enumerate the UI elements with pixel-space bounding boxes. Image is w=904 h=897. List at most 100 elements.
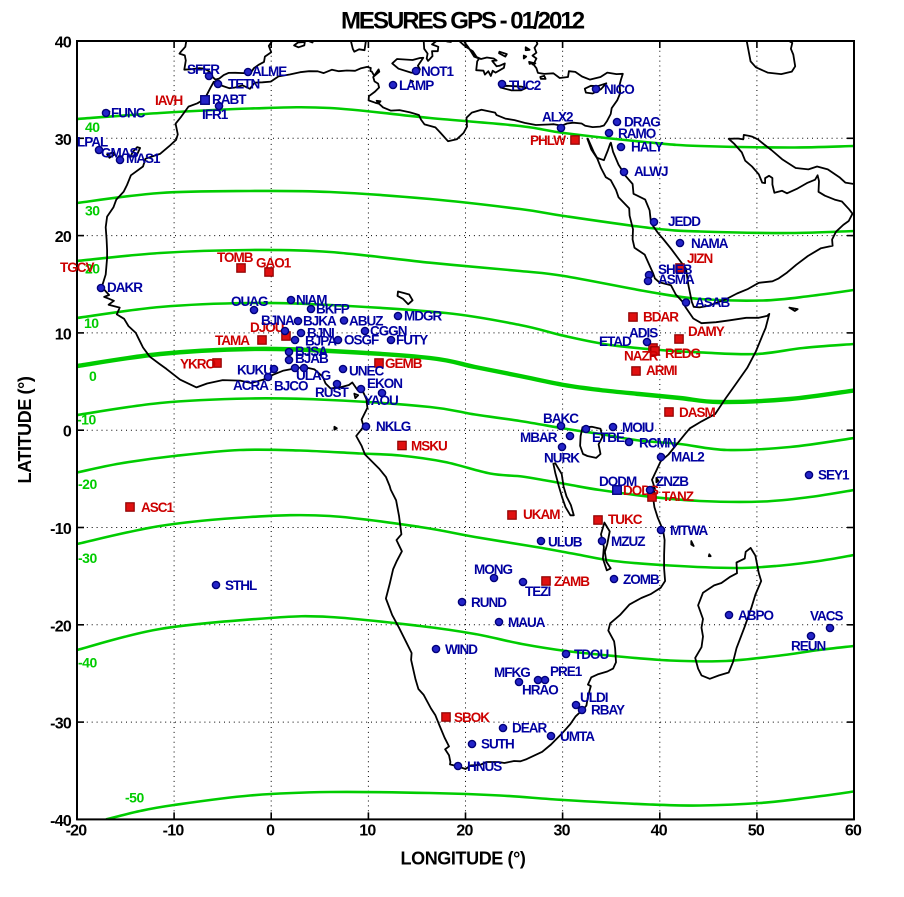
svg-text:RBAY: RBAY [591,703,625,718]
svg-text:MESURES GPS - 01/2012: MESURES GPS - 01/2012 [341,8,585,35]
svg-text:ASC1: ASC1 [141,500,175,515]
svg-text:LONGITUDE (°): LONGITUDE (°) [401,849,526,869]
svg-text:MAS1: MAS1 [126,151,161,166]
svg-text:20: 20 [456,823,473,840]
svg-text:FUNC: FUNC [111,106,146,121]
svg-text:TUC2: TUC2 [509,78,541,93]
svg-text:YAOU: YAOU [364,393,398,408]
svg-text:60: 60 [845,823,862,840]
svg-text:KUKU: KUKU [237,363,272,378]
svg-text:-50: -50 [125,790,144,806]
svg-text:MAUA: MAUA [508,615,546,630]
svg-text:-10: -10 [77,412,96,428]
svg-text:JEDD: JEDD [668,214,701,229]
svg-text:REDG: REDG [665,346,701,361]
svg-text:ASMA: ASMA [658,272,695,287]
svg-text:NICO: NICO [604,82,634,97]
svg-text:-30: -30 [78,550,97,566]
svg-text:GAO1: GAO1 [256,256,292,271]
svg-text:REUN: REUN [791,639,826,654]
svg-text:ETAD: ETAD [599,334,632,349]
svg-text:MONG: MONG [474,562,512,577]
svg-text:-10: -10 [163,823,185,840]
svg-text:FUTY: FUTY [396,333,428,348]
svg-text:RAMO: RAMO [618,126,656,141]
svg-text:MSKU: MSKU [411,439,447,454]
svg-text:UMTA: UMTA [560,729,595,744]
svg-text:DRAG: DRAG [624,115,660,130]
svg-text:MDGR: MDGR [404,309,442,324]
svg-text:BJKA: BJKA [303,314,337,329]
svg-text:RABT: RABT [212,92,247,107]
svg-text:40: 40 [55,35,72,52]
svg-text:-20: -20 [78,476,97,492]
svg-text:DAMY: DAMY [688,324,725,339]
svg-text:LPAL: LPAL [77,135,108,150]
svg-text:ADIS: ADIS [629,326,658,341]
svg-text:BJAB: BJAB [295,351,329,366]
svg-text:RUST: RUST [315,385,350,400]
svg-text:NOT1: NOT1 [421,64,454,79]
svg-text:RCMN: RCMN [639,436,676,451]
svg-text:MTWA: MTWA [670,523,708,538]
svg-text:TANZ: TANZ [662,489,694,504]
svg-text:MOIU: MOIU [622,420,653,435]
svg-text:TEZI: TEZI [525,584,550,599]
svg-text:BJCO: BJCO [274,379,308,394]
svg-text:BAKC: BAKC [543,411,579,426]
svg-text:GMAS: GMAS [101,146,138,161]
svg-text:20: 20 [85,261,100,277]
svg-text:MFKG: MFKG [494,665,530,680]
svg-text:OSGF: OSGF [344,333,379,348]
svg-text:40: 40 [651,823,668,840]
svg-text:SBOK: SBOK [454,710,490,725]
svg-text:ALX2: ALX2 [542,110,573,125]
svg-text:NAMA: NAMA [691,236,729,251]
svg-text:GEMB: GEMB [385,356,423,371]
svg-text:IAVH: IAVH [155,93,183,108]
svg-text:0: 0 [266,823,275,840]
svg-text:HNUS: HNUS [467,759,502,774]
svg-text:UNEC: UNEC [349,364,385,379]
svg-text:BJSA: BJSA [295,344,328,359]
svg-text:YKRO: YKRO [180,357,216,372]
svg-text:EKON: EKON [367,376,402,391]
svg-text:SEY1: SEY1 [818,468,850,483]
svg-text:NURK: NURK [544,451,580,466]
svg-text:OUAG: OUAG [231,294,268,309]
svg-text:ZOMB: ZOMB [623,572,660,587]
svg-text:ABUZ: ABUZ [349,314,383,329]
svg-text:-10: -10 [50,521,72,538]
svg-text:ULAG: ULAG [296,368,331,383]
svg-text:CGGN: CGGN [370,324,407,339]
svg-text:TAMA: TAMA [215,333,250,348]
svg-text:30: 30 [85,203,100,219]
svg-text:ABPO: ABPO [738,608,774,623]
svg-text:BKFP: BKFP [316,302,350,317]
svg-text:10: 10 [55,326,72,343]
svg-text:RUND: RUND [471,595,507,610]
svg-text:-20: -20 [66,823,88,840]
svg-text:UKAM: UKAM [523,507,560,522]
svg-text:BJNA: BJNA [261,313,295,328]
svg-text:20: 20 [55,229,72,246]
svg-text:NAZR: NAZR [624,349,659,364]
svg-text:ULDI: ULDI [580,690,608,705]
svg-text:BJNI: BJNI [307,326,334,341]
svg-text:ASAB: ASAB [695,295,731,310]
svg-text:ULUB: ULUB [548,535,583,550]
svg-text:ACRA: ACRA [233,378,269,393]
svg-text:30: 30 [553,823,570,840]
svg-text:HRAO: HRAO [522,683,558,698]
svg-text:WIND: WIND [445,642,478,657]
svg-text:40: 40 [85,119,100,135]
svg-text:NKLG: NKLG [376,419,411,434]
svg-text:DAKR: DAKR [107,280,143,295]
svg-text:DEAR: DEAR [512,721,548,736]
svg-text:SFER: SFER [187,62,220,77]
svg-text:MAL2: MAL2 [671,450,704,465]
svg-text:DASM: DASM [679,405,716,420]
svg-text:ALME: ALME [252,64,287,79]
svg-text:PHLW: PHLW [530,133,566,148]
svg-text:PRE1: PRE1 [550,664,583,679]
